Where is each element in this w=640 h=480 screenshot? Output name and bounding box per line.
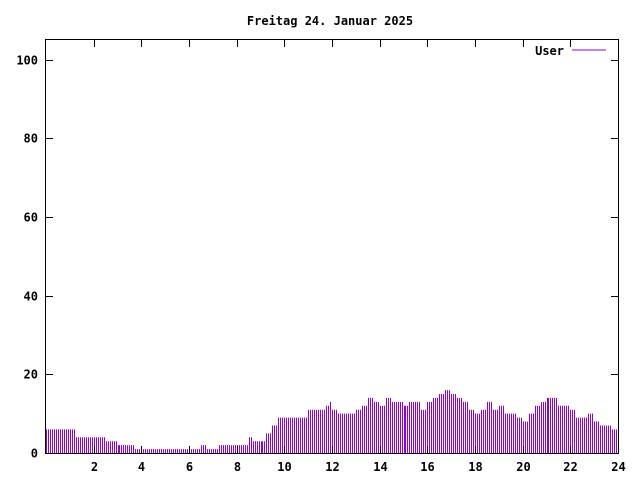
bars-group [46,390,617,453]
y-tick-label: 0 [31,447,38,461]
x-tick-label: 20 [516,460,530,474]
chart-title: Freitag 24. Januar 2025 [247,14,413,28]
y-tick-label: 80 [24,132,38,146]
x-tick-label: 22 [563,460,577,474]
y-tick-label: 60 [24,211,38,225]
x-tick-label: 16 [420,460,434,474]
x-tick-label: 14 [373,460,387,474]
x-tick-label: 4 [138,460,145,474]
x-tick-label: 8 [234,460,241,474]
x-tick-label: 12 [325,460,339,474]
legend: User [535,44,606,58]
x-tick-label: 10 [277,460,291,474]
x-tick-label: 6 [186,460,193,474]
x-tick-label: 2 [91,460,98,474]
x-tick-label: 18 [468,460,482,474]
legend-label-user: User [535,44,564,58]
x-tick-label: 24 [611,460,625,474]
plot-frame [45,39,619,454]
y-tick-label: 100 [16,54,38,68]
y-tick-label: 40 [24,290,38,304]
y-tick-label: 20 [24,368,38,382]
